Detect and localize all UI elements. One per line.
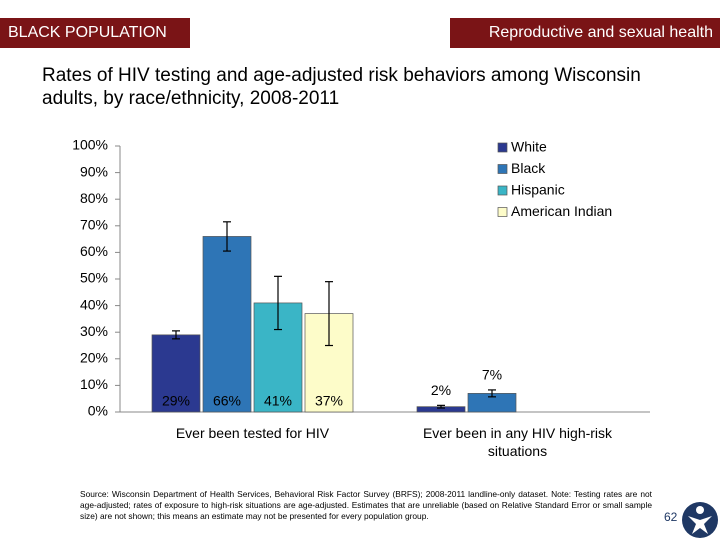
header-bar-left	[0, 18, 190, 48]
value-label: 7%	[482, 367, 502, 383]
x-tick-label: Ever been tested for HIV	[175, 425, 330, 441]
chart-title: Rates of HIV testing and age-adjusted ri…	[42, 65, 641, 109]
legend-label: Hispanic	[511, 182, 565, 198]
legend-label: White	[511, 139, 547, 155]
value-label: 2%	[431, 382, 451, 398]
legend-label: Black	[511, 160, 546, 176]
header-bar-right	[450, 18, 720, 48]
logo-icon	[682, 502, 718, 538]
y-tick-label: 40%	[80, 296, 108, 312]
y-tick-label: 90%	[80, 163, 108, 179]
y-tick-label: 100%	[72, 137, 108, 153]
legend-swatch	[497, 207, 508, 217]
source-note: Source: Wisconsin Department of Health S…	[80, 489, 652, 521]
section-label: BLACK POPULATION	[8, 24, 167, 41]
value-label: 37%	[315, 393, 343, 409]
y-tick-label: 80%	[80, 190, 108, 206]
legend-label: American Indian	[511, 203, 612, 219]
bar	[151, 334, 201, 413]
y-tick-label: 0%	[88, 403, 108, 419]
y-tick-label: 10%	[80, 376, 108, 392]
x-tick-label: Ever been in any HIV high-risk situation…	[422, 425, 613, 459]
topic-label: Reproductive and sexual health	[488, 24, 713, 41]
legend-swatch	[497, 185, 508, 196]
chart: 0% 10% 20% 30% 40% 50% 60% 70% 80% 90% 100% 29% 66% 4…	[72, 137, 650, 419]
y-tick-label: 30%	[80, 323, 108, 339]
legend-swatch	[497, 164, 508, 174]
bar	[202, 236, 252, 413]
page-number: 62	[664, 510, 678, 524]
value-label: 41%	[264, 393, 292, 409]
legend-swatch	[497, 142, 508, 153]
y-tick-label: 60%	[80, 243, 108, 259]
y-tick-label: 20%	[80, 350, 108, 366]
y-tick-label: 70%	[80, 217, 108, 233]
value-label: 66%	[213, 393, 241, 409]
y-tick-label: 50%	[80, 270, 108, 286]
value-label: 29%	[162, 393, 190, 409]
